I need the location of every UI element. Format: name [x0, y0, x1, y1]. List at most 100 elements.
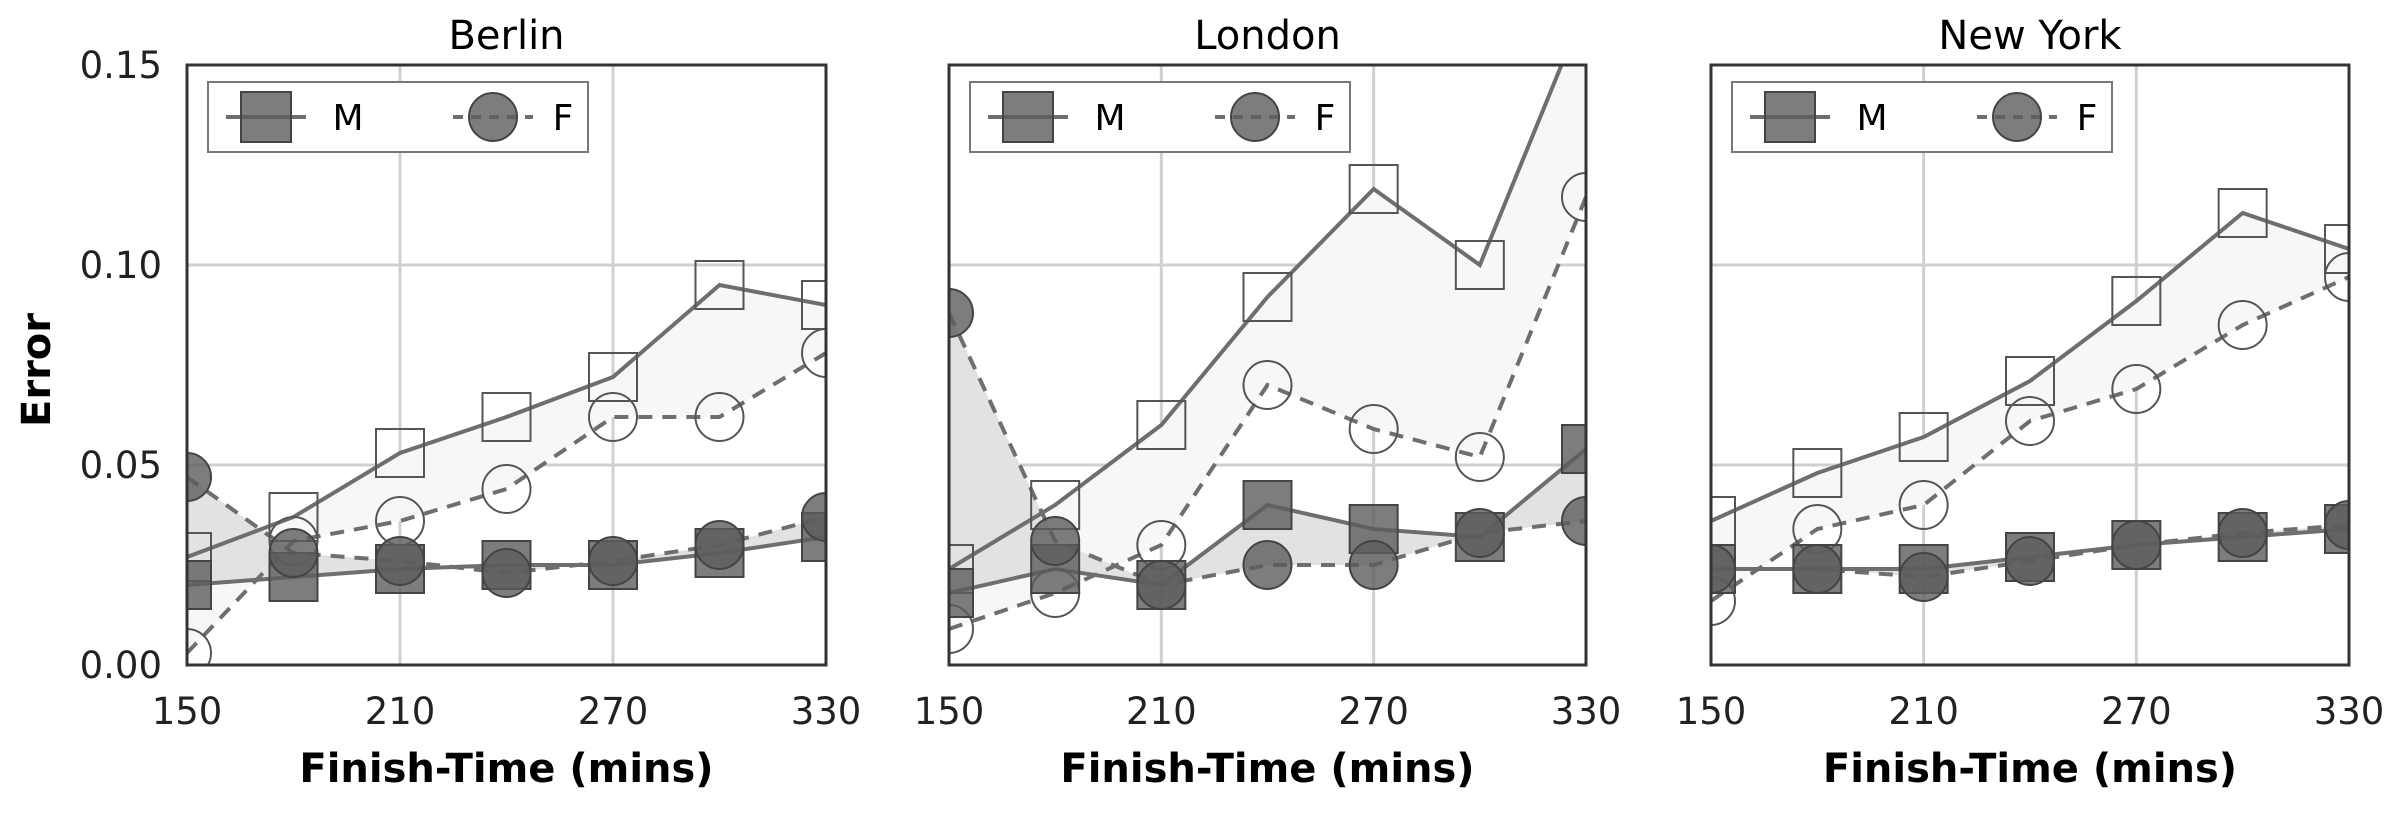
y-tick-label: 0.05 [80, 444, 162, 487]
data-point-F-lower [268, 528, 319, 578]
x-tick-label: 210 [1888, 690, 1959, 733]
legend-marker-circle [1992, 92, 2042, 142]
data-point-F-lower [588, 536, 638, 586]
series-line-F-upper [1711, 275, 2349, 603]
x-tick-label: 330 [2314, 690, 2385, 733]
data-point-F-upper [481, 464, 532, 514]
y-axis-label: Error [14, 313, 60, 427]
data-point-M-upper [801, 280, 826, 330]
data-point-M-upper [588, 352, 638, 402]
data-point-M-upper [1792, 448, 1843, 498]
data-point-F-lower [2217, 508, 2268, 558]
data-point-M-upper [187, 532, 212, 582]
data-point-F-upper [588, 392, 638, 442]
x-tick-label: 150 [152, 690, 223, 733]
x-tick-label: 270 [2101, 690, 2172, 733]
band-upper [1711, 213, 2349, 601]
x-axis-label: Finish-Time (mins) [1060, 746, 1474, 792]
data-point-M-upper [1136, 400, 1187, 450]
data-point-F-upper [694, 392, 745, 442]
data-point-M-upper [2217, 188, 2268, 238]
data-point-F-upper [1898, 480, 1949, 530]
legend-marker-square [1764, 91, 1816, 143]
x-axis-label: Finish-Time (mins) [299, 746, 713, 792]
x-tick-label: 210 [1126, 690, 1197, 733]
panel-plot-area [1711, 188, 2349, 626]
data-point-F-lower [375, 536, 425, 586]
data-point-F-lower [1242, 540, 1293, 590]
x-axis-label: Finish-Time (mins) [1823, 746, 2237, 792]
data-point-F-lower [1030, 516, 1081, 566]
x-tick-label: 270 [578, 690, 649, 733]
data-point-F-lower [1136, 560, 1187, 610]
y-tick-label: 0.15 [80, 44, 162, 87]
data-point-M-lower [1242, 480, 1293, 530]
x-tick-label: 150 [914, 690, 985, 733]
legend-label-M: M [332, 98, 363, 139]
legend-label-F: F [553, 98, 574, 139]
panel-title: New York [1938, 13, 2122, 59]
data-point-M-upper [694, 260, 745, 310]
data-point-M-lower [187, 560, 212, 610]
data-point-F-lower [1898, 552, 1949, 602]
x-tick-label: 210 [365, 690, 436, 733]
legend-label-F: F [1315, 98, 1336, 139]
data-point-M-upper [2111, 276, 2162, 326]
data-point-M-upper [1898, 412, 1949, 462]
data-point-M-upper [1242, 272, 1293, 322]
data-point-F-lower [801, 492, 826, 542]
data-point-F-upper [1242, 360, 1293, 410]
panel-plot-area [187, 260, 826, 665]
data-point-M-upper [1348, 164, 1399, 214]
legend-label-F: F [2077, 98, 2098, 139]
series-line-F-upper [949, 196, 1586, 631]
legend-marker-circle [1230, 92, 1280, 142]
data-point-M-upper [1711, 496, 1736, 546]
legend-marker-square [240, 91, 292, 143]
data-point-M-lower [1561, 424, 1586, 474]
data-point-F-upper [2005, 396, 2055, 446]
legend-label-M: M [1856, 98, 1887, 139]
data-point-M-upper [1454, 240, 1505, 290]
x-tick-label: 330 [791, 690, 862, 733]
data-point-F-lower [2005, 536, 2055, 586]
band-lower [949, 313, 1586, 593]
legend-marker-circle [468, 92, 518, 142]
data-point-M-upper [1562, 0, 1610, 29]
legend-marker-square [1002, 91, 1054, 143]
data-point-F-upper [1454, 432, 1505, 482]
y-tick-label: 0.00 [80, 644, 162, 687]
data-point-F-upper [2324, 252, 2349, 302]
band-upper [949, 65, 1586, 629]
x-tick-label: 270 [1338, 690, 1409, 733]
data-point-M-upper [2324, 224, 2349, 274]
data-point-F-lower [949, 288, 974, 338]
data-point-F-lower [187, 452, 212, 502]
band-upper [187, 285, 826, 653]
data-point-F-upper [2111, 364, 2162, 414]
data-point-M-upper [481, 392, 532, 442]
panel-frame [947, 63, 1588, 667]
data-point-F-upper [187, 628, 212, 665]
data-point-F-upper [1711, 576, 1736, 626]
data-point-F-lower [481, 548, 532, 598]
data-point-F-lower [1561, 496, 1586, 546]
series-line-M-upper [949, 65, 1564, 571]
data-point-F-upper [1561, 172, 1586, 222]
panel-frame [185, 63, 828, 667]
data-point-M-upper [2005, 356, 2055, 406]
data-point-F-lower [2111, 520, 2162, 570]
data-point-F-upper [1348, 404, 1399, 454]
panel-frame [1709, 63, 2351, 667]
data-point-F-upper [949, 604, 974, 654]
data-point-F-lower [1348, 540, 1399, 590]
panel-plot-area [949, 0, 1610, 654]
data-point-F-upper [801, 328, 826, 378]
